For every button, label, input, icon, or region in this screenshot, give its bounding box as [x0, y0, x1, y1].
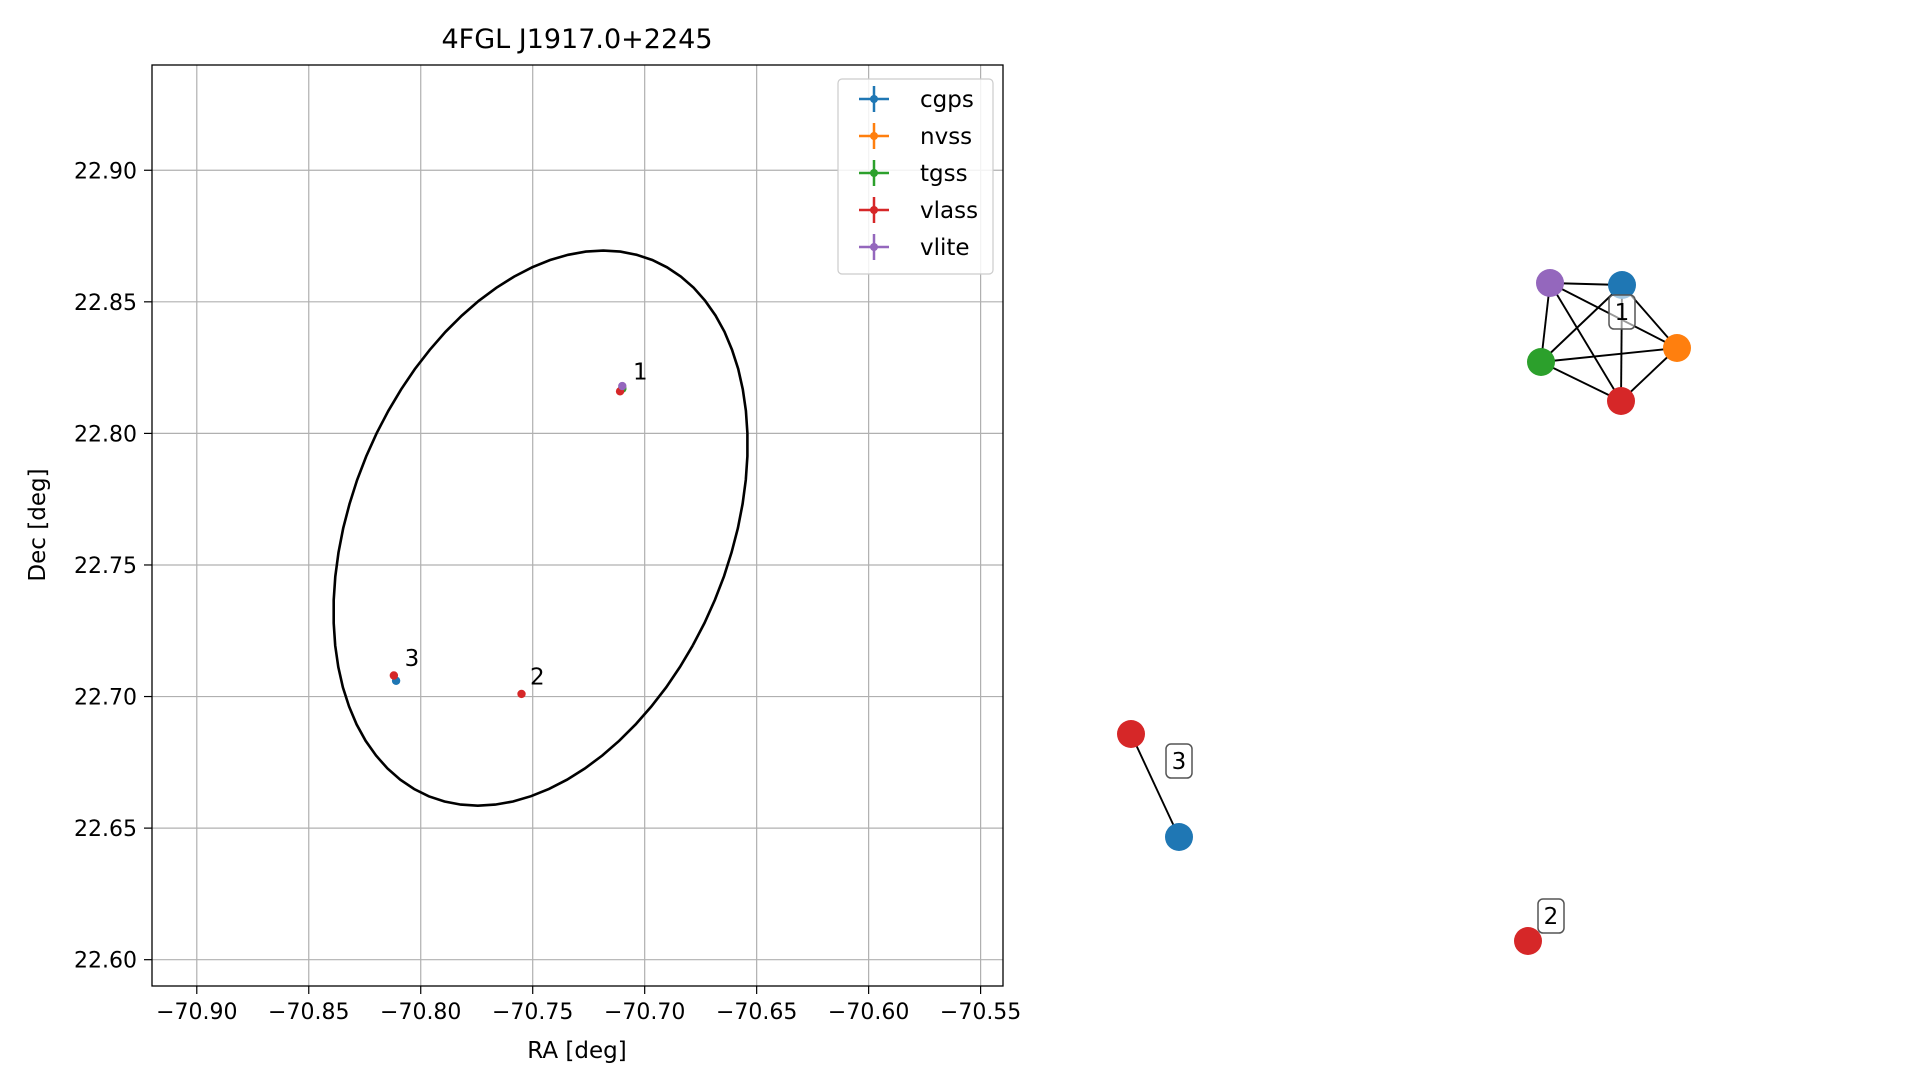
network-edges — [1130, 282, 1678, 838]
y-axis-ticks: 22.60 22.65 22.70 22.75 22.80 22.85 22.90 — [74, 159, 152, 974]
legend-label-cgps: cgps — [920, 87, 974, 113]
legend-label-nvss: nvss — [920, 124, 972, 150]
point-vlite — [618, 381, 627, 391]
network-edge — [1540, 361, 1622, 402]
point-vlass — [389, 671, 399, 680]
cluster-label: 1 — [1615, 300, 1630, 326]
legend-marker-vlass — [870, 206, 878, 214]
data-points — [389, 381, 627, 699]
legend-box — [837, 78, 994, 275]
point-annotation: 1 — [633, 359, 648, 385]
error-ellipse-layer — [332, 249, 749, 808]
x-tick-label: −70.75 — [492, 1000, 573, 1025]
network-node-n1-vlass — [1607, 387, 1635, 415]
y-tick-label: 22.70 — [74, 686, 137, 711]
x-tick-label: −70.80 — [380, 1000, 461, 1025]
scatter-panel: 1 2 3 −70.90 −70.85 −70.80 −70.75 −70.70 −70.65… — [25, 24, 1021, 1064]
y-tick-label: 22.90 — [74, 159, 137, 184]
y-tick-label: 22.65 — [74, 817, 137, 842]
network-node-n2-vlass — [1514, 927, 1542, 955]
localization-error-ellipse — [332, 249, 749, 808]
y-axis-label: Dec [deg] — [25, 468, 51, 581]
chart-title: 4FGL J1917.0+2245 — [441, 24, 712, 55]
y-tick-label: 22.80 — [74, 422, 137, 447]
cluster-label-box — [1537, 898, 1565, 934]
legend-label-vlite: vlite — [920, 235, 970, 261]
cluster-label-box — [1165, 743, 1193, 779]
network-node-n3-vlass — [1117, 720, 1145, 748]
x-axis-ticks: −70.90 −70.85 −70.80 −70.75 −70.70 −70.65 −70.… — [156, 986, 1021, 1025]
network-node-n1-nvss — [1663, 334, 1691, 362]
network-node-n1-vlite — [1536, 269, 1564, 297]
network-node-n1-tgss — [1527, 348, 1555, 376]
x-tick-label: −70.70 — [604, 1000, 685, 1025]
x-axis-label: RA [deg] — [527, 1038, 626, 1064]
point-annotations: 1 2 3 — [405, 359, 648, 690]
axes-frame — [151, 64, 1004, 987]
network-edge — [1549, 282, 1622, 402]
network-labels: 1 3 2 — [1165, 294, 1636, 934]
legend-label-tgss: tgss — [920, 161, 968, 187]
network-node-n3-cgps — [1165, 823, 1193, 851]
x-tick-label: −70.60 — [828, 1000, 909, 1025]
x-tick-label: −70.90 — [156, 1000, 237, 1025]
x-tick-label: −70.85 — [268, 1000, 349, 1025]
network-edge — [1540, 347, 1678, 363]
network-edge — [1540, 284, 1623, 363]
point-vlass — [517, 689, 526, 699]
network-nodes — [1117, 269, 1691, 955]
network-edge — [1130, 733, 1180, 838]
network-panel: 1 3 2 — [1117, 269, 1691, 955]
y-tick-label: 22.75 — [74, 554, 137, 579]
legend-marker-cgps — [870, 95, 878, 103]
legend-marker-vlite — [870, 243, 878, 251]
point-annotation: 3 — [405, 646, 420, 672]
y-tick-label: 22.85 — [74, 291, 137, 316]
x-tick-label: −70.55 — [940, 1000, 1021, 1025]
cluster-label: 2 — [1544, 904, 1559, 930]
cluster-label-box — [1608, 294, 1636, 330]
point-annotation: 2 — [530, 665, 545, 691]
y-tick-label: 22.60 — [74, 949, 137, 974]
cluster-label: 3 — [1172, 749, 1187, 775]
legend-marker-tgss — [870, 169, 878, 177]
legend-label-vlass: vlass — [920, 198, 978, 224]
x-tick-label: −70.65 — [716, 1000, 797, 1025]
network-node-n1-cgps — [1608, 271, 1636, 299]
legend-marker-nvss — [870, 132, 878, 140]
legend: cgps nvss tgss vlass vlite — [837, 78, 994, 275]
